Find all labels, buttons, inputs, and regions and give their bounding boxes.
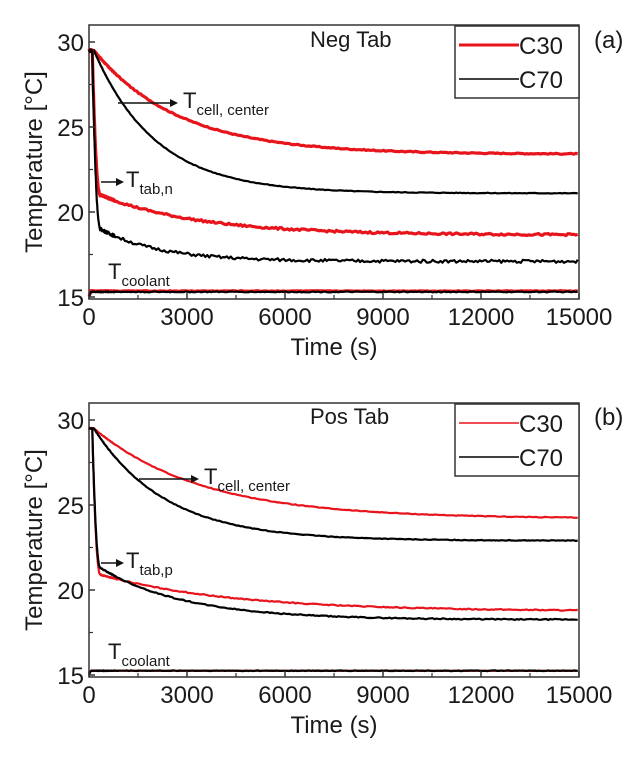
legend-box — [454, 403, 580, 477]
y-axis-title: Temperature [°C] — [21, 449, 48, 631]
legend-label-c70: C70 — [519, 67, 563, 94]
annotation-main: T — [183, 88, 196, 113]
annotation-main: T — [126, 548, 139, 573]
x-tick-label: 15000 — [546, 304, 613, 331]
annotation-tab: Ttab,p — [101, 548, 173, 579]
y-tick-label: 20 — [57, 200, 84, 227]
svg-text:Ttab,n: Ttab,n — [126, 167, 173, 198]
annotations: Tcell, center Ttab,p Tcoolant — [101, 464, 290, 670]
annotation-sub: cell, center — [196, 102, 269, 119]
series-line-c30-cell-center — [88, 427, 578, 519]
series-line-c70-cell-center — [88, 49, 578, 195]
panel-title: Neg Tab — [310, 27, 392, 52]
x-tick-label: 12000 — [448, 682, 515, 709]
series-line-c70-cell-center — [88, 427, 578, 543]
x-tick-label: 3000 — [160, 304, 213, 331]
series-line-c70-coolant — [87, 290, 578, 297]
annotation-sub: tab,p — [139, 562, 172, 579]
annotation-sub: coolant — [121, 273, 170, 290]
series-line-c30-tab-n — [87, 47, 579, 238]
arrow-head-icon — [170, 99, 178, 107]
ticks-layer: 0 3000 6000 9000 12000 15000 15 20 25 30 — [57, 30, 612, 331]
y-axis-title: Temperature [°C] — [21, 71, 48, 253]
svg-text:Tcell, center: Tcell, center — [183, 88, 269, 119]
svg-text:Ttab,p: Ttab,p — [126, 548, 173, 579]
series-line-c30-tab-p — [88, 426, 578, 612]
annotation-coolant: Tcoolant — [108, 259, 171, 290]
x-tick-label: 6000 — [258, 682, 311, 709]
legend-label-c30: C30 — [519, 411, 563, 438]
annotation-main: T — [126, 167, 139, 192]
legend-box — [454, 25, 580, 99]
svg-text:Tcoolant: Tcoolant — [108, 259, 171, 290]
series-line-c70-tab-p — [88, 426, 578, 622]
annotation-cell-center: Tcell, center — [118, 88, 269, 119]
annotation-tab: Ttab,n — [101, 167, 173, 198]
series-line-c70-tab-n — [88, 48, 579, 264]
annotation-sub: tab,n — [139, 181, 172, 198]
y-tick-label: 30 — [57, 408, 84, 435]
annotation-main: T — [108, 639, 121, 664]
x-tick-label: 15000 — [546, 682, 613, 709]
annotation-sub: coolant — [121, 653, 170, 670]
series-layer — [87, 47, 579, 297]
legend: C30 C70 — [454, 403, 580, 477]
annotation-sub: cell, center — [217, 478, 290, 495]
x-axis-title: Time (s) — [290, 712, 377, 739]
annotation-cell-center: Tcell, center — [139, 464, 290, 495]
ticks-layer: 0 3000 6000 9000 12000 15000 15 20 25 30 — [57, 408, 612, 709]
annotation-coolant: Tcoolant — [108, 639, 171, 670]
y-tick-label: 25 — [57, 115, 84, 142]
x-axis-title: Time (s) — [290, 334, 377, 361]
legend-label-c70: C70 — [519, 445, 563, 472]
panel-label: (a) — [594, 27, 623, 54]
y-tick-label: 15 — [57, 285, 84, 312]
panel-title: Pos Tab — [310, 404, 389, 429]
legend-label-c30: C30 — [519, 33, 563, 60]
x-tick-label: 0 — [82, 304, 95, 331]
x-tick-label: 9000 — [356, 304, 409, 331]
series-line-c30-cell-center — [87, 48, 578, 156]
arrow-head-icon — [191, 475, 199, 483]
x-tick-label: 12000 — [448, 304, 515, 331]
y-tick-label: 30 — [57, 30, 84, 57]
panel-label: (b) — [594, 404, 623, 431]
annotations: Tcell, center Ttab,n Tcoolant — [101, 88, 269, 290]
y-tick-label: 15 — [57, 663, 84, 690]
arrow-head-icon — [116, 559, 124, 567]
x-tick-label: 0 — [82, 682, 95, 709]
svg-text:Tcell, center: Tcell, center — [204, 464, 290, 495]
x-tick-label: 9000 — [356, 682, 409, 709]
legend: C30 C70 — [454, 25, 580, 99]
svg-text:Tcoolant: Tcoolant — [108, 639, 171, 670]
y-tick-label: 25 — [57, 493, 84, 520]
series-layer — [87, 426, 578, 675]
series-line-c70-coolant — [88, 669, 578, 675]
y-tick-label: 20 — [57, 578, 84, 605]
x-tick-label: 3000 — [160, 682, 213, 709]
arrow-head-icon — [116, 178, 124, 186]
annotation-main: T — [108, 259, 121, 284]
annotation-main: T — [204, 464, 217, 489]
x-tick-label: 6000 — [258, 304, 311, 331]
